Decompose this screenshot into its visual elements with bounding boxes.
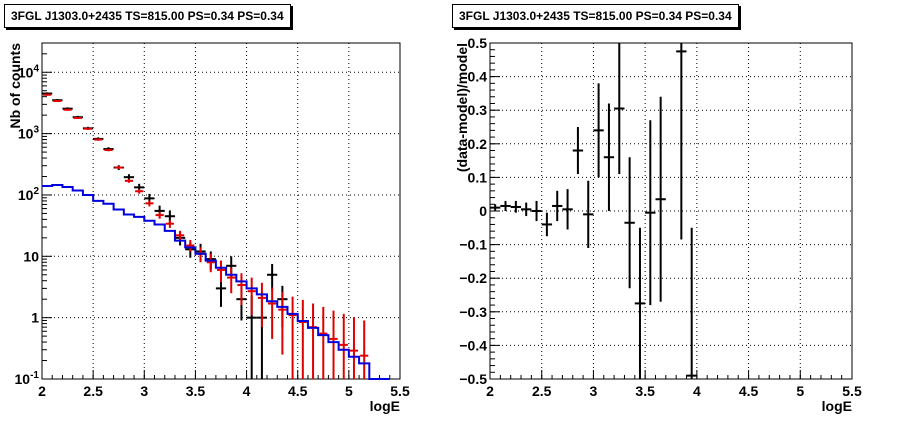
panel1-y-tick-label: −0.2 [459, 270, 487, 286]
panel1-x-tick-label: 3.5 [635, 383, 655, 399]
panel0-y-tick-label: 10-1 [15, 370, 40, 387]
panel0-y-tick-label: 103 [18, 125, 40, 142]
panel1-y-tick-label: −0.5 [459, 371, 487, 387]
panel0-plot-frame [41, 42, 401, 380]
panel1-x-tick-label: 3 [590, 383, 598, 399]
panel0-x-tick-label: 2.5 [83, 383, 103, 399]
panel1-y-axis-label: (data-model)/model [454, 43, 470, 172]
left-plot-title: 3FGL J1303.0+2435 TS=815.00 PS=0.34 PS=0… [4, 4, 291, 28]
panel0-x-tick-label: 5 [345, 383, 353, 399]
panel0-x-tick-label: 2 [38, 383, 46, 399]
panel0-x-tick-label: 5.5 [390, 383, 410, 399]
panel1-y-tick-label: −0.4 [459, 337, 487, 353]
panel1-x-tick-label: 2.5 [532, 383, 552, 399]
panel1-x-axis-label: logE [822, 398, 852, 414]
panel1-x-tick-label: 5 [796, 383, 804, 399]
right-plot-title: 3FGL J1303.0+2435 TS=815.00 PS=0.34 PS=0… [452, 4, 739, 28]
panel0-source-model-step-line [42, 184, 390, 380]
panel1-x-tick-label: 4.5 [739, 383, 759, 399]
panel0-x-tick-label: 3.5 [186, 383, 206, 399]
panel1-y-tick-label: 0.4 [468, 69, 488, 85]
panel1-y-tick-label: 0.3 [468, 102, 488, 118]
panel1-x-tick-label: 4 [693, 383, 701, 399]
panel1-y-tick-label: 0.2 [468, 136, 488, 152]
panel1-y-tick-label: −0.1 [459, 237, 487, 253]
panel0-x-tick-label: 3 [140, 383, 148, 399]
panel0-x-axis-label: logE [370, 398, 400, 414]
panel0-y-tick-label: 1 [31, 310, 39, 326]
panel0-x-tick-label: 4.5 [288, 383, 308, 399]
panel0-y-axis-label: Nb of counts [7, 43, 23, 129]
panel0-y-tick-label: 104 [18, 63, 40, 80]
panel1-x-tick-label: 2 [486, 383, 494, 399]
panel1-y-tick-label: 0.5 [468, 35, 488, 51]
panel1-x-tick-label: 5.5 [842, 383, 862, 399]
panel0-x-tick-label: 4 [243, 383, 251, 399]
panel1-y-tick-label: 0 [479, 203, 487, 219]
panel1-y-tick-label: −0.3 [459, 304, 487, 320]
panel0-y-tick-label: 10 [23, 248, 39, 264]
panel1-y-tick-label: 0.1 [468, 169, 488, 185]
panel0-y-tick-label: 102 [18, 186, 40, 203]
